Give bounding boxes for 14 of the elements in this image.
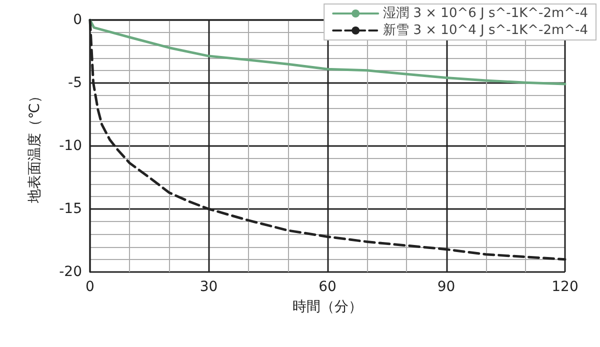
x-tick-label: 120 xyxy=(552,279,578,295)
y-tick-label: -20 xyxy=(59,264,82,280)
x-tick-label: 90 xyxy=(437,279,456,295)
y-tick-label: 0 xyxy=(73,12,82,28)
legend-label: 湿潤 3 × 10^6 J s^-1K^-2m^-4 xyxy=(383,6,588,21)
legend-label: 新雪 3 × 10^4 J s^-1K^-2m^-4 xyxy=(383,23,588,38)
x-tick-label: 0 xyxy=(86,279,94,295)
y-tick-label: -10 xyxy=(59,138,82,154)
x-axis-title: 時間（分） xyxy=(292,299,362,315)
y-tick-label: -15 xyxy=(59,201,82,217)
y-axis-title: 地表面温度（℃） xyxy=(27,89,43,204)
x-tick-label: 60 xyxy=(318,279,336,295)
x-tick-label: 30 xyxy=(200,279,218,295)
y-tick-label: -5 xyxy=(68,75,82,91)
